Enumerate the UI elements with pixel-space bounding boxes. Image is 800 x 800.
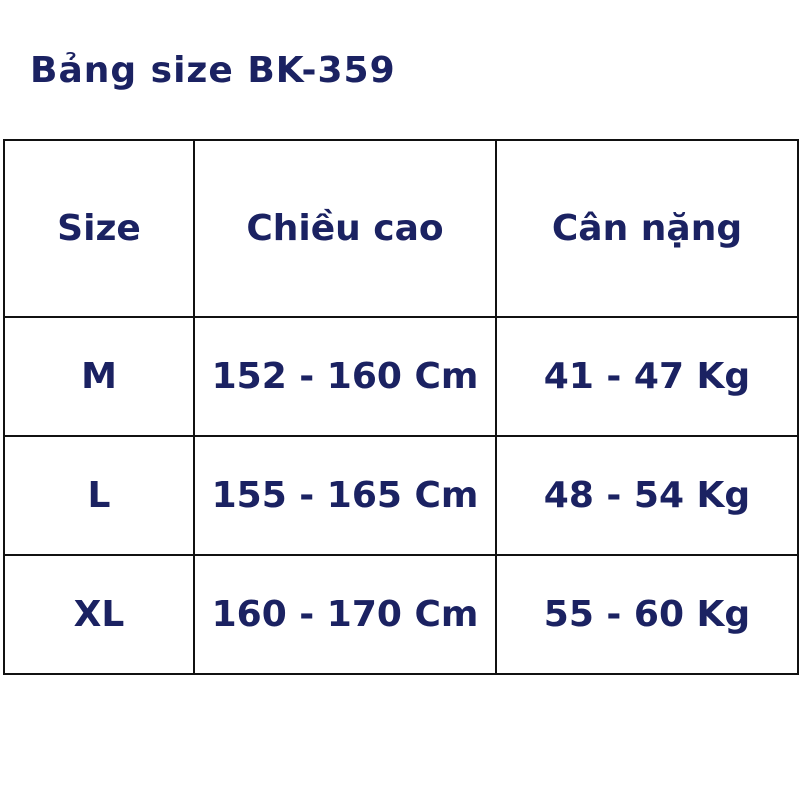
table-header-row: Size Chiều cao Cân nặng bbox=[3, 139, 799, 318]
cell-height: 160 - 170 Cm bbox=[193, 554, 497, 675]
header-weight: Cân nặng bbox=[495, 139, 799, 318]
page-title: Bảng size BK-359 bbox=[30, 50, 396, 91]
cell-size: XL bbox=[3, 554, 195, 675]
table-row: XL 160 - 170 Cm 55 - 60 Kg bbox=[3, 554, 799, 675]
header-size: Size bbox=[3, 139, 195, 318]
cell-height: 152 - 160 Cm bbox=[193, 316, 497, 437]
size-table: Size Chiều cao Cân nặng M 152 - 160 Cm 4… bbox=[3, 139, 799, 675]
cell-weight: 41 - 47 Kg bbox=[495, 316, 799, 437]
cell-weight: 48 - 54 Kg bbox=[495, 435, 799, 556]
cell-size: M bbox=[3, 316, 195, 437]
table-row: L 155 - 165 Cm 48 - 54 Kg bbox=[3, 435, 799, 556]
header-height: Chiều cao bbox=[193, 139, 497, 318]
cell-height: 155 - 165 Cm bbox=[193, 435, 497, 556]
table-row: M 152 - 160 Cm 41 - 47 Kg bbox=[3, 316, 799, 437]
cell-size: L bbox=[3, 435, 195, 556]
cell-weight: 55 - 60 Kg bbox=[495, 554, 799, 675]
